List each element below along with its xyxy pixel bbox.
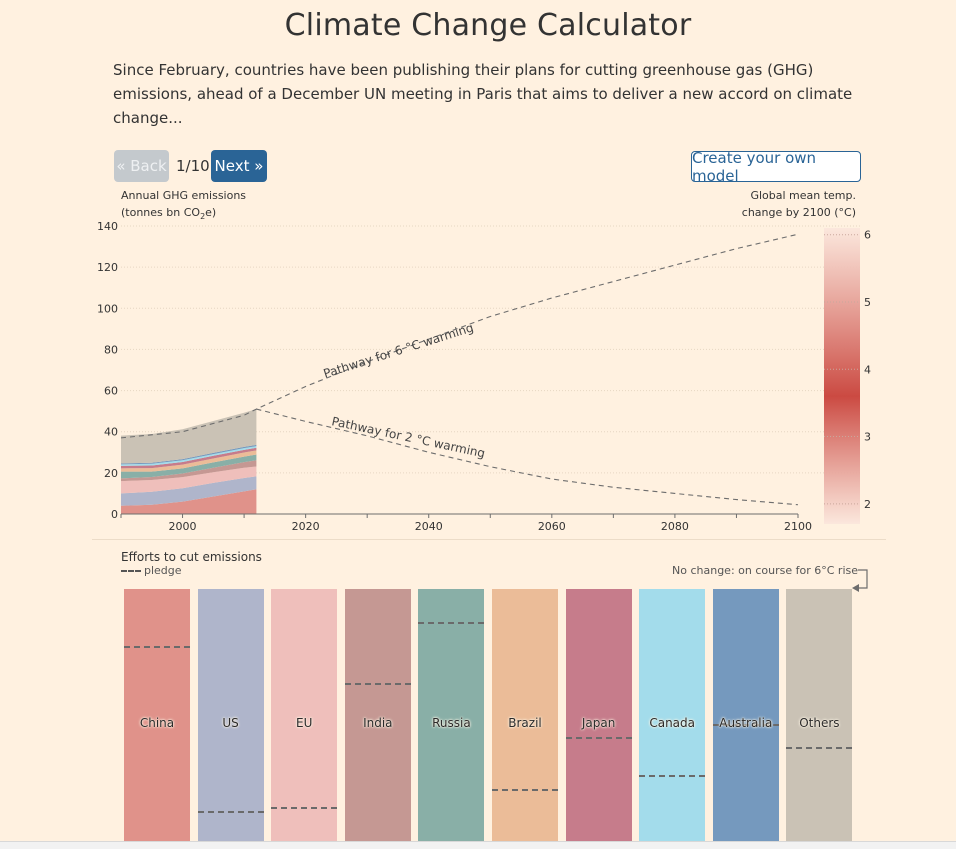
emissions-chart: Pathway for 6 °C warming Pathway for 2 °C… (97, 220, 871, 533)
page-title: Climate Change Calculator (284, 8, 692, 43)
y-tick-label: 120 (97, 261, 118, 274)
area-india (121, 460, 257, 482)
temp-tick-label: 3 (864, 431, 871, 444)
country-bar-australia[interactable]: Australia (712, 589, 779, 841)
section-divider (92, 539, 886, 540)
country-bar-india[interactable]: India (344, 589, 411, 841)
temperature-scale: 2 3 4 5 6 (824, 228, 871, 524)
x-tick-label: 2100 (784, 520, 812, 533)
country-bar-russia[interactable]: Russia (418, 589, 485, 841)
y-axis-unit-prefix: (tonnes bn CO (121, 206, 201, 219)
country-label: Canada (649, 716, 696, 730)
y-axis-label: Annual GHG emissions (tonnes bn CO2e) (121, 187, 246, 225)
chart-gridlines (121, 225, 860, 474)
pledge-handle[interactable] (712, 723, 779, 726)
temp-scale-label-line1: Global mean temp. (750, 189, 856, 202)
no-change-note: No change: on course for 6°C rise (620, 564, 858, 577)
efforts-title: Efforts to cut emissions (121, 550, 262, 564)
y-axis-label-line2: (tonnes bn CO2e) (121, 204, 246, 225)
country-bar-brazil[interactable]: Brazil (492, 589, 558, 841)
create-model-button[interactable]: Create your own model (691, 149, 861, 185)
area-eu (121, 466, 257, 494)
country-label: EU (296, 716, 313, 730)
country-bar-japan[interactable]: Japan (565, 589, 632, 841)
temperature-gradient-bar (824, 228, 860, 524)
pathway-2c-label: Pathway for 2 °C warming (330, 414, 486, 460)
country-label: US (222, 716, 239, 730)
x-tick-label: 2080 (661, 520, 689, 533)
country-label: Japan (581, 716, 616, 730)
country-bar-canada[interactable]: Canada (639, 589, 706, 841)
country-bar-eu[interactable]: EU (271, 589, 338, 841)
area-others (121, 409, 257, 464)
country-bar-us[interactable]: US (197, 589, 264, 841)
temp-tick-label: 6 (864, 229, 871, 242)
next-button[interactable]: Next » (211, 150, 267, 182)
x-tick-label: 2060 (538, 520, 566, 533)
y-axis-unit-sub: 2 (200, 212, 206, 222)
area-china (121, 489, 257, 514)
area-us (121, 476, 257, 506)
pathway-6c-label: Pathway for 6 °C warming (322, 320, 476, 380)
pledge-handle[interactable] (344, 682, 411, 685)
country-label: India (363, 716, 393, 730)
area-japan (121, 447, 257, 469)
x-tick-label: 2020 (292, 520, 320, 533)
country-bar-others[interactable]: Others (786, 589, 853, 841)
pledge-legend: pledge (121, 564, 182, 577)
pledge-handle[interactable] (492, 789, 558, 792)
pledge-handle[interactable] (271, 806, 338, 809)
temp-tick-label: 2 (864, 498, 871, 511)
country-label: China (139, 716, 175, 730)
y-tick-label: 0 (111, 508, 118, 521)
pledge-handle[interactable] (124, 646, 190, 649)
y-tick-label: 40 (104, 426, 118, 439)
area-brazil (121, 450, 257, 472)
no-change-note-text: No change: on course for 6°C rise (672, 564, 858, 577)
y-tick-label: 100 (97, 302, 118, 315)
temp-tick-label: 5 (864, 296, 871, 309)
pledge-legend-label: pledge (144, 564, 182, 577)
country-label: Russia (432, 716, 471, 730)
y-tick-label: 80 (104, 343, 118, 356)
pathway-line (256, 408, 799, 506)
country-label: Australia (719, 716, 773, 730)
temp-scale-label: Global mean temp. change by 2100 (°C) (742, 187, 856, 221)
x-tick-label: 2040 (415, 520, 443, 533)
temp-tick-label: 4 (864, 363, 871, 376)
country-label: Brazil (508, 716, 542, 730)
country-label: Others (799, 716, 840, 730)
pledge-legend-dash (121, 570, 141, 572)
country-bar-china[interactable]: China (124, 589, 190, 841)
y-tick-label: 140 (97, 220, 118, 233)
y-tick-label: 20 (104, 467, 118, 480)
pledge-handle[interactable] (786, 747, 853, 749)
x-tick-label: 2000 (169, 520, 197, 533)
area-russia (121, 454, 257, 479)
pledge-handle[interactable] (639, 774, 706, 777)
y-axis-unit-suffix: e) (205, 206, 217, 219)
page-counter: 1/10 (176, 157, 210, 175)
intro-text: Since February, countries have been publ… (113, 61, 853, 127)
pledge-handle[interactable] (418, 622, 485, 624)
stacked-areas (121, 409, 257, 514)
pledge-handle[interactable] (565, 736, 632, 739)
back-button[interactable]: « Back (114, 150, 169, 182)
temp-scale-label-line2: change by 2100 (°C) (741, 206, 856, 219)
pathway-line (120, 233, 799, 439)
horizontal-scrollbar[interactable] (0, 841, 956, 849)
pledge-handle[interactable] (197, 811, 264, 813)
y-axis-label-line1: Annual GHG emissions (121, 189, 247, 202)
y-tick-label: 60 (104, 385, 118, 398)
